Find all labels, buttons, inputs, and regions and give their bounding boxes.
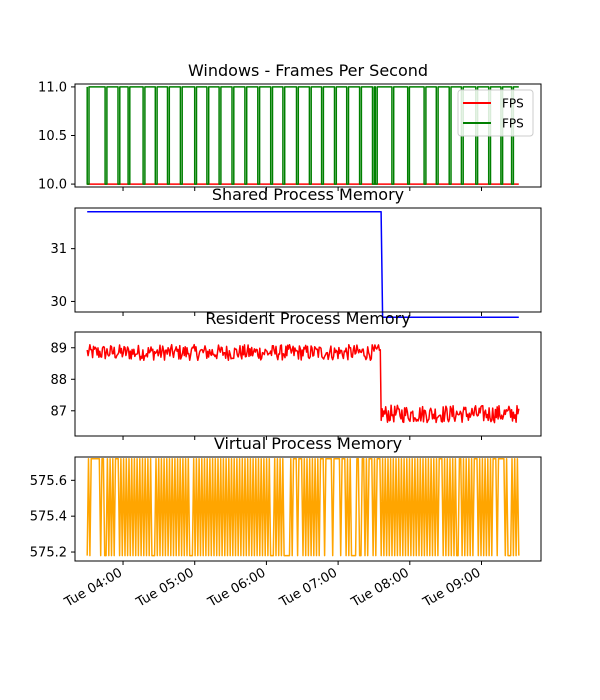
chart-title: Shared Process Memory (212, 185, 404, 204)
x-tick-label: Tue 05:00 (133, 565, 197, 610)
chart-panel-2: Shared Process Memory 30 31 (50, 185, 542, 319)
x-tick-label: Tue 08:00 (348, 565, 412, 610)
y-tick-label: 30 (50, 295, 67, 310)
legend-box (457, 89, 534, 137)
x-tick-label: Tue 09:00 (420, 565, 484, 610)
y-tick-label: 87 (50, 404, 67, 419)
y-tick-label: 10.5 (38, 129, 67, 144)
y-tick-label: 575.6 (30, 474, 67, 489)
chart-panel-1: Windows - Frames Per Second 10.0 10.5 11.0 F… (38, 61, 542, 193)
x-axis: Tue 04:00 Tue 05:00 Tue 06:00 Tue 07:00 Tue … (61, 565, 483, 610)
series-line-1 (86, 343, 520, 424)
x-tick-label: Tue 04:00 (61, 565, 125, 610)
plot-frame (74, 331, 542, 437)
series-line-2 (86, 86, 519, 185)
series-line-1 (87, 210, 519, 319)
y-tick-label: 31 (50, 242, 67, 257)
legend: FPS FPS (457, 89, 534, 137)
y-tick-label: 10.0 (38, 178, 67, 193)
chart-panel-3: Resident Process Memory 87 88 89 (50, 309, 542, 440)
x-tick-label: Tue 06:00 (205, 565, 269, 610)
x-tick-label: Tue 07:00 (276, 565, 340, 610)
plot-frame (74, 456, 542, 562)
y-tick-label: 575.4 (30, 510, 67, 525)
chart-title: Resident Process Memory (205, 309, 410, 328)
chart-title: Windows - Frames Per Second (188, 61, 428, 80)
y-tick-label: 575.2 (30, 546, 67, 561)
series-line-1 (86, 458, 520, 557)
chart-panel-4: Virtual Process Memory 575.2 575.4 575.6 (30, 434, 542, 565)
legend-label: FPS (502, 97, 524, 111)
y-tick-label: 11.0 (38, 80, 67, 95)
plot-frame (74, 207, 542, 313)
y-tick-label: 89 (50, 341, 67, 356)
y-tick-label: 88 (50, 373, 67, 388)
chart-title: Virtual Process Memory (214, 434, 402, 453)
legend-label: FPS (502, 117, 524, 131)
